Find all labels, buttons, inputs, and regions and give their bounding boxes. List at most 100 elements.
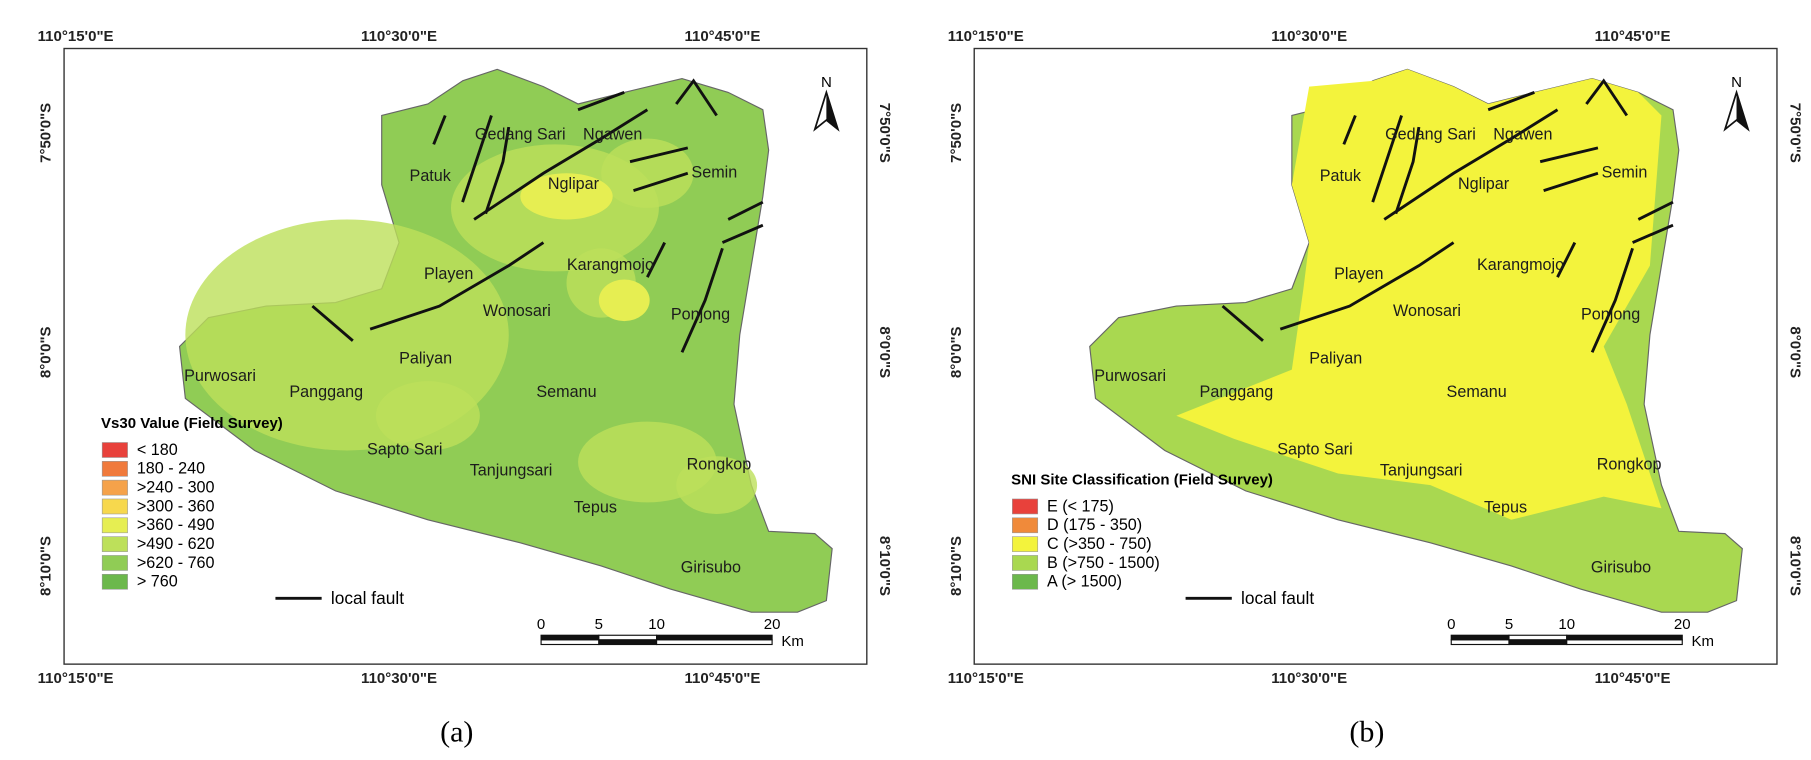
fault [1383,108,1559,221]
legend-swatch [101,479,128,496]
place-name: Semin [1602,164,1648,182]
x-coord-top: 110°45'0"E [1595,28,1671,45]
legend-swatch [101,555,128,571]
scale-segment [540,639,600,646]
fault-label: local fault [331,588,404,608]
place-name: Paliyan [399,349,452,367]
y-coord-left: 8°0'0"S [948,326,965,378]
scale-segment [598,634,658,641]
place-name: Nglipar [1458,175,1510,193]
fault [369,241,545,331]
y-coord-left: 7°50'0"S [38,103,55,163]
legend-label: D (175 - 350) [1047,516,1142,534]
place-name: Tepus [574,498,617,516]
legend-label: > 760 [137,573,178,591]
fault [311,304,354,342]
y-coord-right: 7°50'0"S [1786,103,1803,163]
fault [1590,247,1634,353]
legend-label: C (>350 - 750) [1047,535,1152,553]
scale-tick-label: 20 [764,616,781,633]
legend-swatch [101,536,128,552]
place-name: Sapto Sari [367,441,442,459]
scale-tick-label: 10 [648,616,665,633]
place-name: Rongkop [1597,456,1662,474]
fault [1539,146,1599,164]
fault [680,247,724,353]
scale-segment [1450,639,1510,646]
legend-label: >620 - 760 [137,554,215,572]
y-coord-right: 8°0'0"S [1786,326,1803,378]
x-coord-top: 110°45'0"E [684,28,760,45]
x-coord-bottom: 110°15'0"E [38,670,114,687]
fault [577,91,625,112]
caption: (b) [1349,715,1384,748]
y-coord-right: 8°10'0"S [876,536,893,596]
place-name: Patuk [1320,167,1362,185]
y-coord-left: 8°10'0"S [948,536,965,596]
place-name: Wonosari [483,302,551,320]
place-name: Ngawen [583,125,642,143]
place-name: Purwosari [184,367,256,385]
zone [520,173,613,220]
zone [676,456,758,514]
fault [1394,126,1421,215]
place-name: Ngawen [1493,125,1552,143]
legend-swatch [101,517,128,534]
legend-swatch [101,461,128,477]
legend-label: E (< 175) [1047,497,1114,515]
scale-segment [656,639,773,646]
legend-swatch [1012,498,1039,515]
fault [484,126,511,215]
place-name: Gedang Sari [1385,125,1476,143]
fault [1556,241,1577,278]
legend-label: >240 - 300 [137,478,215,496]
legend-label: A (> 1500) [1047,573,1122,591]
scale-segment [1508,639,1568,646]
place-name: Rongkop [687,456,752,474]
fault [1221,304,1264,342]
x-coord-top: 110°30'0"E [1271,28,1347,45]
place-name: Ponjong [671,306,730,324]
scale-unit: Km [781,633,804,650]
fault [727,200,764,221]
caption: (a) [440,715,473,748]
place-name: Semin [691,164,737,182]
legend-label: 180 - 240 [137,460,205,478]
map-panel: Gedang Sari Ngawen Patuk Nglipar Semin Karang… [948,28,1804,749]
fault [1279,241,1455,331]
legend-swatch [101,573,128,590]
fault [721,223,764,244]
place-name: Playen [1334,265,1383,283]
place-name: Panggang [289,383,363,401]
legend-swatch [1012,517,1039,534]
legend-title: Vs30 Value (Field Survey) [101,415,283,432]
x-coord-bottom: 110°45'0"E [1595,670,1671,687]
y-coord-right: 7°50'0"S [876,103,893,163]
x-coord-bottom: 110°45'0"E [684,670,760,687]
map-panel: Gedang Sari Ngawen Patuk Nglipar Semin Karang… [38,28,894,749]
place-name: Karangmojo [567,256,654,274]
fault [1637,200,1674,221]
scale-segment [1566,639,1683,646]
fault [675,78,718,117]
scale-segment [656,634,773,641]
y-coord-left: 8°10'0"S [38,536,55,596]
place-name: Playen [424,265,473,283]
legend-label: < 180 [137,441,178,459]
zone [375,381,480,451]
y-coord-left: 8°0'0"S [38,326,55,378]
place-name: Semanu [1447,383,1507,401]
place-name: Tepus [1484,498,1527,516]
fault [1371,115,1403,203]
legend-swatch [101,498,128,515]
fault-label: local fault [1241,588,1314,608]
fault [473,108,649,221]
place-name: Gedang Sari [475,125,566,143]
place-name: Ponjong [1581,306,1640,324]
place-name: Panggang [1200,383,1274,401]
fault [1342,114,1357,145]
x-coord-top: 110°30'0"E [361,28,437,45]
scale-tick-label: 0 [537,616,545,633]
